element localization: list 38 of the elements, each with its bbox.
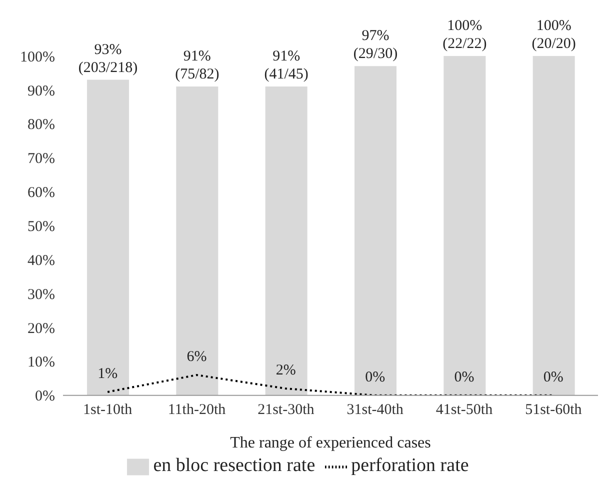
- x-tick-label: 21st-30th: [258, 402, 315, 418]
- y-tick-label: 60%: [28, 185, 55, 202]
- bar: [444, 56, 486, 396]
- data-label: 100% (22/22): [442, 18, 487, 52]
- data-label: 91% (41/45): [264, 48, 308, 83]
- x-axis-title: The range of experienced cases: [230, 434, 431, 452]
- bar: [87, 80, 129, 396]
- data-label: 97% (29/30): [353, 28, 398, 62]
- legend-label: en bloc resection rate: [153, 455, 316, 476]
- x-tick-label: 11th-20th: [168, 402, 226, 418]
- y-tick-label: 0%: [35, 388, 55, 405]
- x-tick-label: 31st-40th: [346, 402, 404, 418]
- y-tick-label: 90%: [28, 83, 55, 100]
- data-label: 100% (20/20): [532, 18, 576, 52]
- data-label: 93% (203/218): [78, 42, 138, 76]
- y-tick-label: 100%: [20, 49, 55, 66]
- y-tick-label: 40%: [28, 252, 55, 269]
- y-tick-label: 20%: [28, 320, 55, 337]
- x-tick-label: 1st-10th: [82, 402, 133, 418]
- bar: [532, 56, 575, 396]
- data-label: 0%: [365, 369, 386, 386]
- data-label: 6%: [186, 349, 207, 365]
- bar: [176, 86, 218, 396]
- bar: [265, 86, 308, 396]
- data-label: 2%: [276, 362, 296, 379]
- legend-label: perforation rate: [351, 455, 469, 476]
- y-tick-label: 80%: [28, 117, 55, 134]
- y-tick-label: 30%: [28, 286, 55, 303]
- y-tick-label: 10%: [28, 354, 55, 371]
- x-tick-label: 41st-50th: [436, 402, 494, 418]
- data-label: 91% (75/82): [175, 48, 220, 83]
- y-tick-label: 50%: [28, 219, 55, 236]
- data-label: 0%: [454, 369, 474, 386]
- data-label: 0%: [543, 369, 564, 386]
- bar: [354, 66, 396, 396]
- y-tick-label: 70%: [28, 151, 55, 168]
- data-label: 1%: [98, 366, 118, 382]
- x-tick-label: 51st-60th: [525, 402, 582, 418]
